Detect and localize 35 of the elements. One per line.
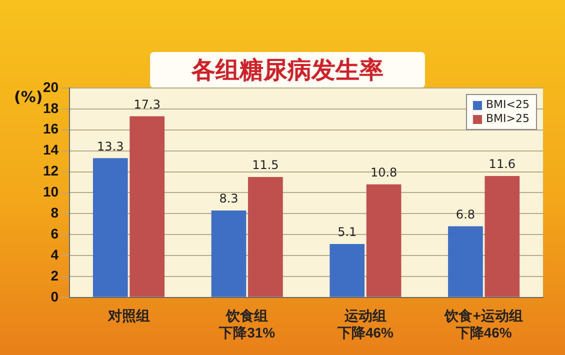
y-axis-title: (%): [14, 88, 43, 106]
data-label: 11.6: [488, 157, 516, 172]
bar: [448, 226, 483, 297]
y-tick-label: 18: [42, 100, 59, 116]
y-tick-label: 4: [50, 246, 59, 262]
chart-title: 各组糖尿病发生率: [150, 52, 425, 88]
y-tick-label: 8: [50, 204, 59, 220]
y-tick-label: 0: [50, 288, 59, 304]
y-tick-label: 20: [42, 78, 59, 95]
bar: [248, 176, 283, 297]
data-label: 10.8: [370, 165, 398, 180]
data-label: 11.5: [252, 158, 279, 172]
y-tick-label: 10: [42, 184, 59, 200]
bar: [211, 210, 246, 297]
y-tick-label: 2: [50, 267, 59, 284]
bar: [366, 184, 402, 297]
bar: [330, 244, 365, 297]
data-label: 6.8: [456, 207, 476, 222]
data-label: 17.3: [134, 97, 160, 112]
y-tick-label: 16: [42, 120, 59, 137]
legend-label: BMI>25: [486, 112, 530, 126]
data-label: 5.1: [338, 225, 357, 240]
bar: [92, 158, 128, 297]
x-tick-label: 对照组: [106, 308, 150, 324]
legend-label: BMI<25: [486, 98, 530, 112]
bar: [130, 116, 165, 297]
bar: [484, 176, 520, 297]
x-tick-label: 饮食+运动组下降46%: [444, 308, 523, 340]
y-tick-label: 12: [42, 162, 59, 179]
y-tick-label: 6: [50, 225, 59, 242]
data-label: 8.3: [219, 192, 238, 206]
data-label: 13.3: [97, 139, 124, 154]
x-tick-label: 运动组下降46%: [336, 308, 394, 340]
x-tick-label: 饮食组下降31%: [218, 308, 276, 340]
y-tick-label: 14: [42, 142, 59, 158]
